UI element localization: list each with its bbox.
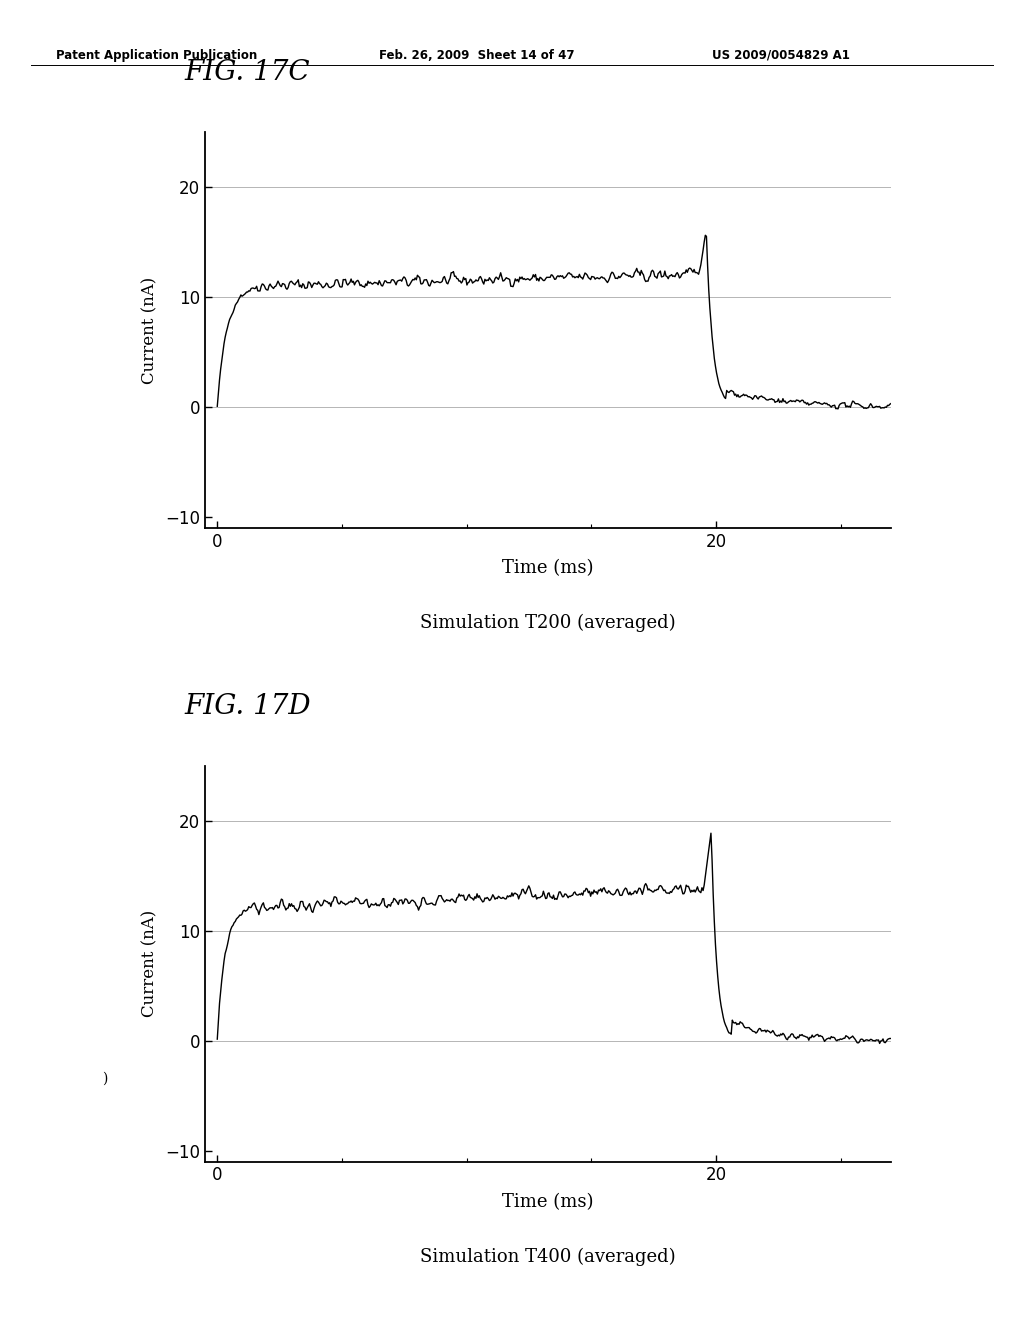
- Y-axis label: Current (nA): Current (nA): [141, 909, 158, 1018]
- Text: ): ): [102, 1072, 108, 1085]
- Text: Simulation T200 (averaged): Simulation T200 (averaged): [420, 614, 676, 632]
- X-axis label: Time (ms): Time (ms): [502, 560, 594, 577]
- X-axis label: Time (ms): Time (ms): [502, 1193, 594, 1210]
- Text: FIG. 17D: FIG. 17D: [184, 693, 311, 719]
- Text: FIG. 17C: FIG. 17C: [184, 59, 310, 86]
- Text: US 2009/0054829 A1: US 2009/0054829 A1: [712, 49, 850, 62]
- Text: Simulation T400 (averaged): Simulation T400 (averaged): [420, 1247, 676, 1266]
- Text: Feb. 26, 2009  Sheet 14 of 47: Feb. 26, 2009 Sheet 14 of 47: [379, 49, 574, 62]
- Y-axis label: Current (nA): Current (nA): [141, 276, 158, 384]
- Text: Patent Application Publication: Patent Application Publication: [56, 49, 258, 62]
